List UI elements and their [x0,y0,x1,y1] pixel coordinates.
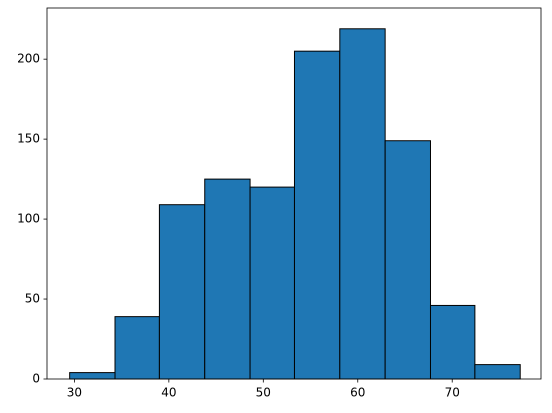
x-tick-label: 50 [256,386,271,400]
bar [114,316,160,380]
x-tick-label: 40 [161,386,176,400]
bar [204,178,251,380]
y-tick-label: 50 [25,292,40,306]
x-tick-label: 60 [350,386,365,400]
bar [293,50,341,380]
x-tick-label: 70 [445,386,460,400]
y-tick-label: 0 [32,372,40,386]
bar [339,28,386,380]
x-tick-label: 30 [67,386,82,400]
bar [384,140,431,380]
plot-frame [46,7,542,380]
bar [158,204,206,380]
y-tick-label: 200 [17,52,40,66]
y-tick-label: 150 [17,132,40,146]
bar [474,364,521,380]
bar [69,372,116,380]
bar [249,186,295,380]
y-tick-label: 100 [17,212,40,226]
bar [429,304,476,380]
